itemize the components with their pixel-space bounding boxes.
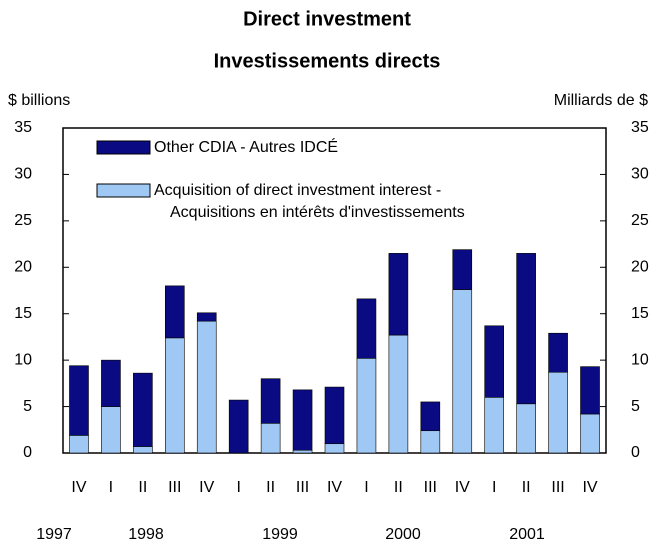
bar-segment xyxy=(420,401,441,432)
bar-segment xyxy=(516,253,536,405)
y2-tick-label: 30 xyxy=(631,166,649,183)
bar-segment xyxy=(484,325,505,398)
y2-tick-label: 15 xyxy=(631,305,649,322)
legend-swatch xyxy=(96,140,151,155)
bar-segment xyxy=(356,357,377,454)
x-tick-label: I xyxy=(109,479,113,496)
y-tick-label: 5 xyxy=(23,398,32,415)
bar-segment xyxy=(516,403,536,454)
bar-segment xyxy=(196,312,217,322)
bar-segment xyxy=(133,446,153,454)
year-label: 1999 xyxy=(262,526,298,543)
year-label: 2000 xyxy=(385,526,421,543)
bar-segment xyxy=(356,298,377,359)
x-tick-label: III xyxy=(424,479,437,496)
bar-segment xyxy=(388,253,409,336)
bar-segment xyxy=(292,389,313,451)
x-tick-label: II xyxy=(266,479,275,496)
y2-axis-label: Milliards de $ xyxy=(554,92,648,109)
y2-tick-label: 20 xyxy=(631,259,649,276)
x-tick-label: IV xyxy=(199,479,214,496)
legend-label: Other CDIA - Autres IDCÉ xyxy=(154,137,338,156)
y-tick-label: 25 xyxy=(14,212,32,229)
x-tick-label: III xyxy=(296,479,309,496)
x-tick-label: IV xyxy=(582,479,597,496)
y-tick-label: 10 xyxy=(14,351,32,368)
bar-segment xyxy=(452,249,473,290)
x-tick-label: III xyxy=(168,479,181,496)
y2-tick-label: 5 xyxy=(631,398,640,415)
bar-segment xyxy=(164,285,185,339)
bar-segment xyxy=(133,372,153,447)
bar-segment xyxy=(228,399,249,454)
bar-segment xyxy=(69,435,89,454)
bar-segment xyxy=(388,334,409,454)
chart-subtitle: Investissements directs xyxy=(214,50,441,72)
legend-label: Acquisition of direct investment interes… xyxy=(154,182,465,221)
year-label: 1997 xyxy=(36,526,72,543)
y2-tick-label: 0 xyxy=(631,444,640,461)
x-tick-label: IV xyxy=(327,479,342,496)
bar-segment xyxy=(292,449,313,454)
year-label: 2001 xyxy=(509,526,545,543)
bar-segment xyxy=(260,422,281,454)
bar-segment xyxy=(548,371,568,454)
x-tick-label: II xyxy=(522,479,531,496)
y-axis-label: $ billions xyxy=(8,92,70,109)
year-label: 1998 xyxy=(128,526,164,543)
chart-title: Direct investment xyxy=(243,8,411,30)
bar-segment xyxy=(69,365,89,436)
bar-segment xyxy=(484,396,505,454)
x-tick-label: II xyxy=(138,479,147,496)
y-tick-label: 0 xyxy=(23,444,32,461)
bar-segment xyxy=(101,359,121,407)
bar-segment xyxy=(324,443,345,454)
x-tick-label: III xyxy=(551,479,564,496)
x-tick-label: IV xyxy=(71,479,86,496)
bar-segment xyxy=(580,413,600,454)
x-tick-label: IV xyxy=(455,479,470,496)
bar-segment xyxy=(260,378,281,424)
bar-segment xyxy=(452,289,473,454)
bar-segment xyxy=(420,430,441,454)
y-tick-label: 15 xyxy=(14,305,32,322)
bar-segment xyxy=(324,386,345,445)
bar-segment xyxy=(548,332,568,373)
x-tick-label: I xyxy=(492,479,496,496)
bar-segment xyxy=(196,320,217,454)
x-tick-label: I xyxy=(364,479,368,496)
y2-tick-label: 25 xyxy=(631,212,649,229)
y2-tick-label: 35 xyxy=(631,119,649,136)
y-tick-label: 30 xyxy=(14,166,32,183)
legend-swatch xyxy=(96,183,151,198)
bar-segment xyxy=(580,366,600,415)
x-tick-label: II xyxy=(394,479,403,496)
bar-segment xyxy=(101,406,121,454)
y-tick-label: 20 xyxy=(14,259,32,276)
y-tick-label: 35 xyxy=(14,119,32,136)
x-tick-label: I xyxy=(236,479,240,496)
bar-segment xyxy=(164,337,185,454)
y2-tick-label: 10 xyxy=(631,351,649,368)
